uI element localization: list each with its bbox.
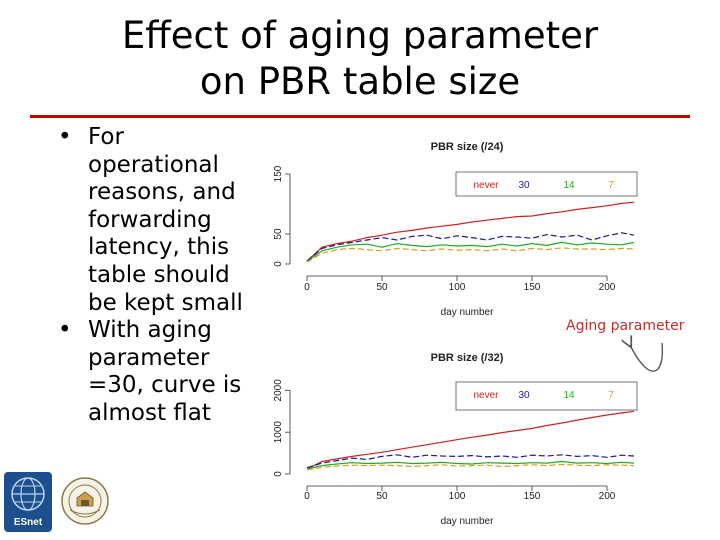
x-tick-label: 50	[376, 491, 388, 502]
bullet-line: parameter	[88, 344, 210, 371]
series-line-never	[306, 201, 635, 262]
bullet-line: operational	[88, 151, 219, 178]
bullet-marker: •	[58, 317, 72, 344]
bullet-list: • For operational reasons, and forwardin…	[58, 124, 248, 428]
bullet-line: table should	[88, 261, 230, 288]
bullet-line: latency, this	[88, 234, 230, 261]
bullet-line: For	[88, 124, 124, 150]
bullet-marker: •	[58, 124, 72, 150]
x-tick-label: 100	[449, 282, 466, 293]
annotation-arrow	[630, 343, 664, 372]
legend-label: 14	[563, 390, 575, 401]
series-line-7	[306, 463, 635, 471]
x-tick-label: 50	[376, 282, 388, 293]
legend-box	[455, 171, 638, 197]
y-tick-label: 0	[273, 471, 284, 477]
series-line-30	[306, 232, 635, 262]
y-tick-label: 1000	[273, 421, 284, 444]
legend-label: 30	[518, 180, 530, 191]
x-axis-label: day number	[441, 307, 494, 318]
chart-title: PBR size (/24)	[431, 141, 504, 153]
x-axis-label: day number	[441, 516, 494, 527]
series-line-14	[306, 241, 635, 263]
y-tick-label: 150	[273, 165, 284, 182]
x-tick-label: 100	[449, 491, 466, 502]
x-tick-label: 200	[599, 282, 616, 293]
y-tick-label: 50	[273, 228, 284, 240]
legend-label: 7	[608, 180, 614, 191]
bullet-text-1: For operational reasons, and forwarding …	[88, 124, 248, 317]
bullet-item-2: • With aging parameter =30, curve is alm…	[58, 317, 248, 427]
chart-title: PBR size (/32)	[431, 352, 504, 364]
x-tick-label: 150	[524, 491, 541, 502]
legend-label: 30	[518, 390, 530, 401]
legend-label: never	[473, 180, 499, 191]
y-tick-label: 0	[273, 261, 284, 267]
legend-label: never	[473, 390, 499, 401]
series-line-never	[306, 410, 635, 470]
slide-title-line2: on PBR table size	[199, 60, 521, 103]
bullet-item-1: • For operational reasons, and forwardin…	[58, 124, 248, 317]
y-tick-label: 2000	[273, 379, 284, 402]
title-divider	[30, 115, 690, 118]
x-tick-label: 200	[599, 491, 616, 502]
x-tick-label: 0	[304, 282, 310, 293]
bullet-line: With aging	[88, 317, 212, 344]
bullet-line: forwarding	[88, 206, 212, 233]
series-line-14	[306, 460, 635, 470]
aging-parameter-annotation: Aging parameter	[566, 318, 685, 334]
legend-label: 14	[563, 180, 575, 191]
esnet-logo: ESnet	[4, 472, 52, 532]
bullet-text-2: With aging parameter =30, curve is almos…	[88, 317, 248, 427]
x-tick-label: 150	[524, 282, 541, 293]
series-line-7	[306, 247, 635, 263]
bullet-line: be kept small	[88, 289, 243, 316]
bullet-line: =30, curve is	[88, 372, 242, 399]
bullet-line: almost flat	[88, 399, 211, 426]
esnet-logo-text: ESnet	[14, 517, 43, 528]
slide-title-line1: Effect of aging parameter	[121, 14, 599, 57]
university-seal-logo	[61, 477, 109, 525]
x-tick-label: 0	[304, 491, 310, 502]
bullet-line: reasons, and	[88, 179, 236, 206]
legend-box	[455, 381, 638, 411]
series-line-30	[306, 454, 635, 469]
legend-label: 7	[608, 390, 614, 401]
